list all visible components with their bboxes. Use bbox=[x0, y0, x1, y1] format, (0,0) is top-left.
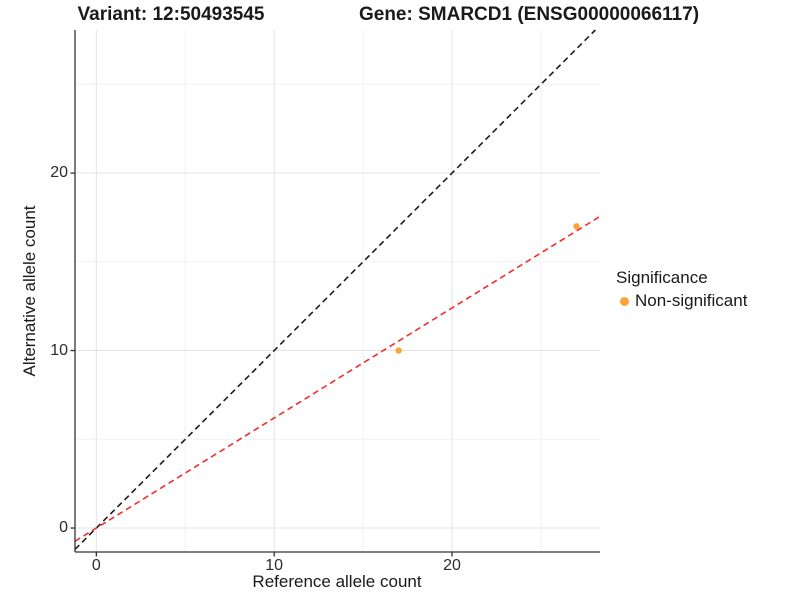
plot-title-variant: Variant: 12:50493545 bbox=[77, 4, 265, 25]
y-axis-label: Alternative allele count bbox=[20, 205, 39, 377]
legend-point-icon bbox=[620, 296, 629, 306]
legend-entry-label: Non-significant bbox=[635, 291, 748, 310]
y-axis-tick-label: 10 bbox=[50, 341, 68, 359]
identity-line bbox=[74, 29, 596, 550]
x-axis-tick-label: 10 bbox=[265, 557, 284, 574]
data-point bbox=[395, 347, 402, 354]
legend-title: Significance bbox=[616, 268, 708, 287]
y-axis-tick-label: 0 bbox=[59, 519, 68, 537]
legend: Significance Non-significant bbox=[616, 268, 747, 311]
fit-line bbox=[74, 215, 601, 542]
data-point bbox=[573, 223, 580, 230]
x-axis-label: Reference allele count bbox=[252, 572, 422, 591]
y-axis-tick-label: 20 bbox=[50, 164, 68, 182]
plot-title-gene: Gene: SMARCD1 (ENSG00000066117) bbox=[358, 4, 700, 25]
x-axis-tick-label: 20 bbox=[443, 557, 461, 574]
plot-panel bbox=[70, 29, 601, 557]
legend-entry: Non-significant bbox=[620, 291, 747, 311]
x-axis-tick-label: 0 bbox=[91, 557, 101, 574]
